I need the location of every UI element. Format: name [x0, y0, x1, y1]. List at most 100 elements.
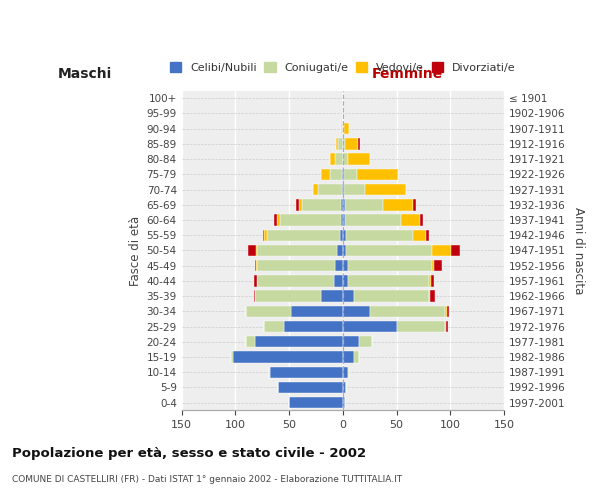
Bar — [254, 290, 321, 302]
Bar — [342, 168, 343, 180]
Bar — [343, 245, 346, 256]
Bar — [231, 352, 233, 362]
Bar — [341, 123, 342, 134]
Bar — [291, 306, 343, 317]
Bar — [346, 230, 413, 241]
Bar — [321, 290, 343, 302]
Bar — [383, 199, 413, 210]
Bar — [344, 184, 365, 196]
Bar — [299, 199, 302, 210]
Bar — [344, 123, 349, 134]
Bar — [343, 275, 348, 286]
Bar — [432, 260, 434, 272]
Bar — [289, 397, 343, 408]
Y-axis label: Anni di nascita: Anni di nascita — [572, 207, 585, 294]
Bar — [266, 230, 340, 241]
Bar — [233, 352, 343, 362]
Bar — [296, 199, 299, 210]
Bar — [345, 199, 383, 210]
Text: Maschi: Maschi — [58, 67, 112, 81]
Bar — [335, 260, 343, 272]
Bar — [257, 275, 334, 286]
Bar — [343, 199, 345, 210]
Bar — [270, 366, 343, 378]
Bar — [343, 336, 359, 347]
Bar — [342, 184, 343, 196]
Bar — [343, 168, 344, 180]
Bar — [431, 275, 434, 286]
Bar — [358, 138, 360, 149]
Bar — [330, 154, 335, 165]
Bar — [254, 336, 343, 347]
Bar — [429, 275, 431, 286]
Bar — [280, 214, 341, 226]
Bar — [348, 275, 429, 286]
Bar — [401, 214, 420, 226]
Bar — [420, 214, 424, 226]
Bar — [446, 321, 448, 332]
Bar — [343, 123, 344, 134]
Bar — [341, 214, 343, 226]
Bar — [343, 352, 353, 362]
Bar — [343, 306, 370, 317]
Bar — [343, 397, 345, 408]
Bar — [397, 321, 445, 332]
Bar — [345, 214, 401, 226]
Bar — [254, 260, 256, 272]
Bar — [274, 214, 277, 226]
Bar — [429, 290, 430, 302]
Bar — [256, 245, 257, 256]
Bar — [246, 306, 291, 317]
Bar — [343, 366, 348, 378]
Bar — [341, 199, 343, 210]
Bar — [451, 245, 460, 256]
Bar — [330, 168, 342, 180]
Text: Femmine: Femmine — [371, 67, 443, 81]
Bar — [277, 214, 280, 226]
Bar — [340, 230, 343, 241]
Bar — [257, 260, 335, 272]
Bar — [334, 275, 343, 286]
Bar — [263, 230, 265, 241]
Bar — [257, 245, 337, 256]
Bar — [447, 306, 449, 317]
Bar — [313, 184, 318, 196]
Bar — [345, 138, 358, 149]
Bar — [365, 184, 406, 196]
Bar — [348, 366, 349, 378]
Bar — [321, 168, 330, 180]
Text: Popolazione per età, sesso e stato civile - 2002: Popolazione per età, sesso e stato civil… — [12, 448, 366, 460]
Bar — [318, 184, 342, 196]
Bar — [370, 306, 445, 317]
Bar — [344, 168, 357, 180]
Bar — [343, 290, 353, 302]
Bar — [348, 154, 370, 165]
Bar — [346, 245, 432, 256]
Bar — [335, 154, 343, 165]
Bar — [343, 382, 346, 393]
Bar — [343, 138, 345, 149]
Bar — [278, 382, 343, 393]
Bar — [337, 245, 343, 256]
Y-axis label: Fasce di età: Fasce di età — [130, 216, 142, 286]
Bar — [353, 352, 359, 362]
Text: COMUNE DI CASTELLIRI (FR) - Dati ISTAT 1° gennaio 2002 - Elaborazione TUTTITALIA: COMUNE DI CASTELLIRI (FR) - Dati ISTAT 1… — [12, 476, 402, 484]
Bar — [343, 260, 348, 272]
Bar — [357, 168, 398, 180]
Bar — [343, 214, 345, 226]
Bar — [338, 138, 343, 149]
Bar — [265, 230, 266, 241]
Bar — [353, 290, 429, 302]
Bar — [337, 138, 338, 149]
Bar — [284, 321, 343, 332]
Bar — [430, 290, 435, 302]
Bar — [302, 199, 341, 210]
Bar — [445, 321, 446, 332]
Bar — [256, 260, 257, 272]
Bar — [246, 336, 254, 347]
Bar — [343, 154, 348, 165]
Bar — [413, 230, 425, 241]
Bar — [248, 245, 256, 256]
Bar — [343, 321, 397, 332]
Bar — [434, 260, 442, 272]
